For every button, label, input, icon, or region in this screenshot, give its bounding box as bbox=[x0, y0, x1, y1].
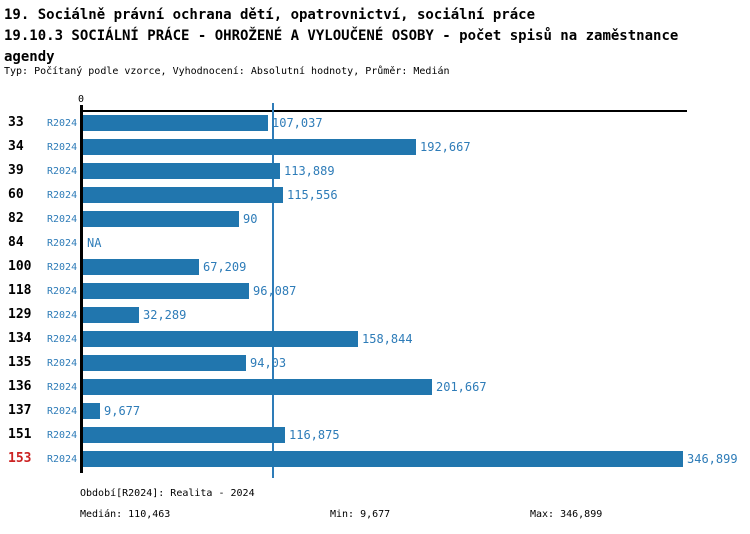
row-category-label: 100 bbox=[8, 259, 32, 274]
value-bar bbox=[83, 139, 416, 155]
value-bar bbox=[83, 331, 358, 347]
row-period-label: R2024 bbox=[47, 310, 78, 321]
row-period-label: R2024 bbox=[47, 190, 78, 201]
value-bar bbox=[83, 259, 199, 275]
x-axis-zero-label: 0 bbox=[77, 94, 85, 105]
row-category-label: 129 bbox=[8, 307, 32, 322]
chart-row: 129 R2024 32,289 bbox=[0, 307, 750, 323]
chart-row: 153 R2024 346,899 bbox=[0, 451, 750, 467]
row-period-label: R2024 bbox=[47, 214, 78, 225]
chart-row: 136 R2024 201,667 bbox=[0, 379, 750, 395]
value-bar bbox=[83, 163, 280, 179]
value-label: 113,889 bbox=[284, 164, 335, 178]
row-period-label: R2024 bbox=[47, 118, 78, 129]
row-category-label: 151 bbox=[8, 427, 32, 442]
chart-row: 33 R2024 107,037 bbox=[0, 115, 750, 131]
row-category-label: 153 bbox=[8, 451, 32, 466]
row-period-label: R2024 bbox=[47, 382, 78, 393]
row-period-label: R2024 bbox=[47, 262, 78, 273]
value-label: 115,556 bbox=[287, 188, 338, 202]
period-info: Období[R2024]: Realita - 2024 bbox=[80, 488, 255, 499]
row-category-label: 33 bbox=[8, 115, 24, 130]
value-bar bbox=[83, 187, 283, 203]
value-label: 9,677 bbox=[104, 404, 141, 418]
row-category-label: 84 bbox=[8, 235, 24, 250]
report-title-line-3: agendy bbox=[4, 49, 55, 65]
report-title-line-1: 19. Sociálně právní ochrana dětí, opatro… bbox=[4, 7, 536, 23]
report-title-line-2: 19.10.3 SOCIÁLNÍ PRÁCE - OHROŽENÉ A VYLO… bbox=[4, 28, 679, 44]
value-label: 346,899 bbox=[687, 452, 738, 466]
value-label: 67,209 bbox=[203, 260, 247, 274]
value-bar bbox=[83, 211, 239, 227]
chart-row: 60 R2024 115,556 bbox=[0, 187, 750, 203]
y-axis-line bbox=[80, 105, 83, 473]
row-category-label: 134 bbox=[8, 331, 32, 346]
row-category-label: 136 bbox=[8, 379, 32, 394]
chart-row: 118 R2024 96,087 bbox=[0, 283, 750, 299]
value-label: 158,844 bbox=[362, 332, 413, 346]
value-bar bbox=[83, 451, 683, 467]
value-bar bbox=[83, 427, 285, 443]
chart-row: 135 R2024 94,03 bbox=[0, 355, 750, 371]
row-category-label: 118 bbox=[8, 283, 32, 298]
chart-row: 39 R2024 113,889 bbox=[0, 163, 750, 179]
value-bar bbox=[83, 355, 246, 371]
row-category-label: 135 bbox=[8, 355, 32, 370]
value-label: NA bbox=[87, 236, 102, 250]
report-subtitle: Typ: Počítaný podle vzorce, Vyhodnocení:… bbox=[4, 66, 450, 77]
value-bar bbox=[83, 403, 100, 419]
chart-row: 151 R2024 116,875 bbox=[0, 427, 750, 443]
value-label: 32,289 bbox=[143, 308, 187, 322]
value-bar bbox=[83, 379, 432, 395]
chart-row: 100 R2024 67,209 bbox=[0, 259, 750, 275]
row-period-label: R2024 bbox=[47, 142, 78, 153]
chart-row: 84 R2024 NA bbox=[0, 235, 750, 251]
min-stat: Min: 9,677 bbox=[330, 509, 391, 520]
chart-row: 134 R2024 158,844 bbox=[0, 331, 750, 347]
row-category-label: 137 bbox=[8, 403, 32, 418]
row-period-label: R2024 bbox=[47, 334, 78, 345]
chart-row: 137 R2024 9,677 bbox=[0, 403, 750, 419]
value-bar bbox=[83, 307, 139, 323]
chart-row: 82 R2024 90 bbox=[0, 211, 750, 227]
row-period-label: R2024 bbox=[47, 406, 78, 417]
row-period-label: R2024 bbox=[47, 238, 78, 249]
value-label: 94,03 bbox=[250, 356, 287, 370]
value-label: 201,667 bbox=[436, 380, 487, 394]
median-stat: Medián: 110,463 bbox=[80, 509, 171, 520]
x-axis-line bbox=[81, 110, 687, 112]
row-period-label: R2024 bbox=[47, 358, 78, 369]
value-label: 192,667 bbox=[420, 140, 471, 154]
value-label: 90 bbox=[243, 212, 258, 226]
row-category-label: 82 bbox=[8, 211, 24, 226]
value-bar bbox=[83, 115, 268, 131]
row-period-label: R2024 bbox=[47, 430, 78, 441]
row-period-label: R2024 bbox=[47, 286, 78, 297]
value-label: 96,087 bbox=[253, 284, 297, 298]
max-stat: Max: 346,899 bbox=[530, 509, 603, 520]
row-period-label: R2024 bbox=[47, 166, 78, 177]
chart-row: 34 R2024 192,667 bbox=[0, 139, 750, 155]
row-category-label: 39 bbox=[8, 163, 24, 178]
row-period-label: R2024 bbox=[47, 454, 78, 465]
row-category-label: 34 bbox=[8, 139, 24, 154]
value-label: 107,037 bbox=[272, 116, 323, 130]
median-line bbox=[272, 103, 274, 478]
value-label: 116,875 bbox=[289, 428, 340, 442]
value-bar bbox=[83, 283, 249, 299]
row-category-label: 60 bbox=[8, 187, 24, 202]
